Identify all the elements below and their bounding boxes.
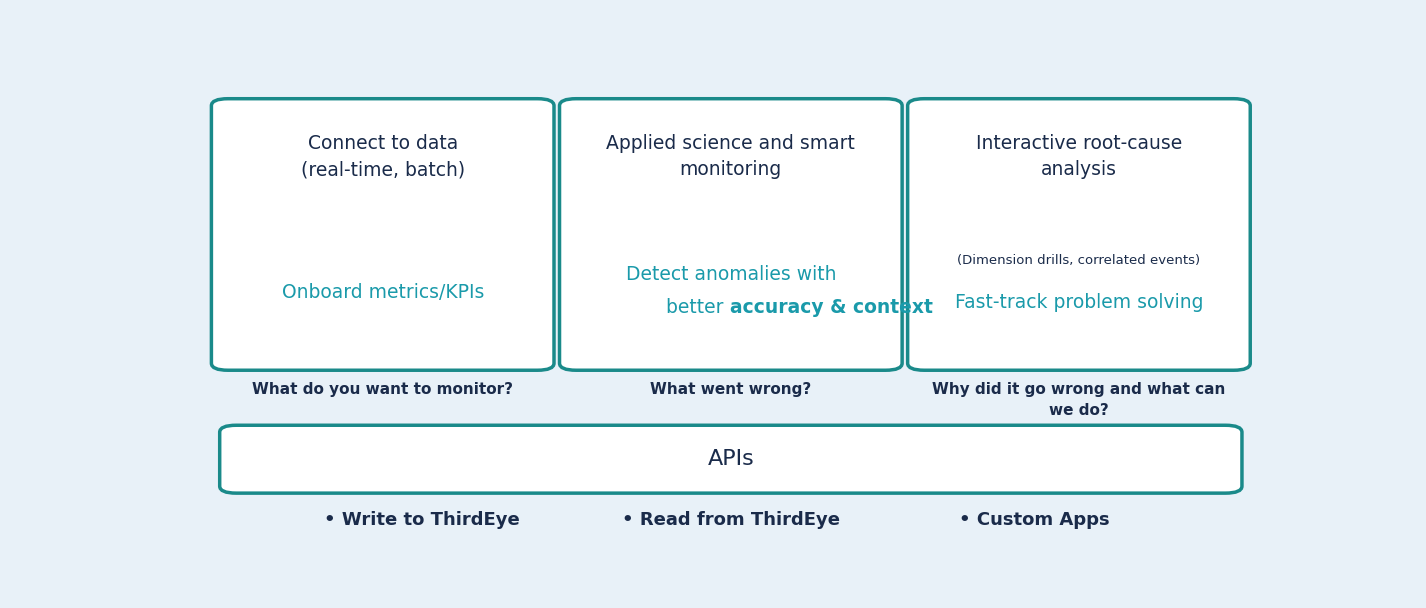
Text: Applied science and smart
monitoring: Applied science and smart monitoring bbox=[606, 134, 856, 179]
Text: APIs: APIs bbox=[707, 449, 754, 469]
FancyBboxPatch shape bbox=[211, 98, 553, 370]
Text: • Custom Apps: • Custom Apps bbox=[960, 511, 1109, 529]
Text: accuracy & context: accuracy & context bbox=[730, 297, 933, 317]
Text: Fast-track problem solving: Fast-track problem solving bbox=[954, 293, 1204, 312]
Text: Interactive root-cause
analysis: Interactive root-cause analysis bbox=[975, 134, 1182, 179]
FancyBboxPatch shape bbox=[907, 98, 1251, 370]
Text: • Write to ThirdEye: • Write to ThirdEye bbox=[324, 511, 519, 529]
FancyBboxPatch shape bbox=[559, 98, 903, 370]
Text: Why did it go wrong and what can
we do?: Why did it go wrong and what can we do? bbox=[933, 382, 1225, 418]
Text: (Dimension drills, correlated events): (Dimension drills, correlated events) bbox=[957, 254, 1201, 267]
Text: What went wrong?: What went wrong? bbox=[650, 382, 811, 397]
FancyBboxPatch shape bbox=[220, 425, 1242, 493]
Text: Onboard metrics/KPIs: Onboard metrics/KPIs bbox=[281, 283, 483, 303]
Text: Detect anomalies with: Detect anomalies with bbox=[626, 264, 836, 284]
Text: What do you want to monitor?: What do you want to monitor? bbox=[252, 382, 513, 397]
Text: better: better bbox=[666, 297, 730, 317]
Text: Connect to data
(real-time, batch): Connect to data (real-time, batch) bbox=[301, 134, 465, 179]
Text: • Read from ThirdEye: • Read from ThirdEye bbox=[622, 511, 840, 529]
